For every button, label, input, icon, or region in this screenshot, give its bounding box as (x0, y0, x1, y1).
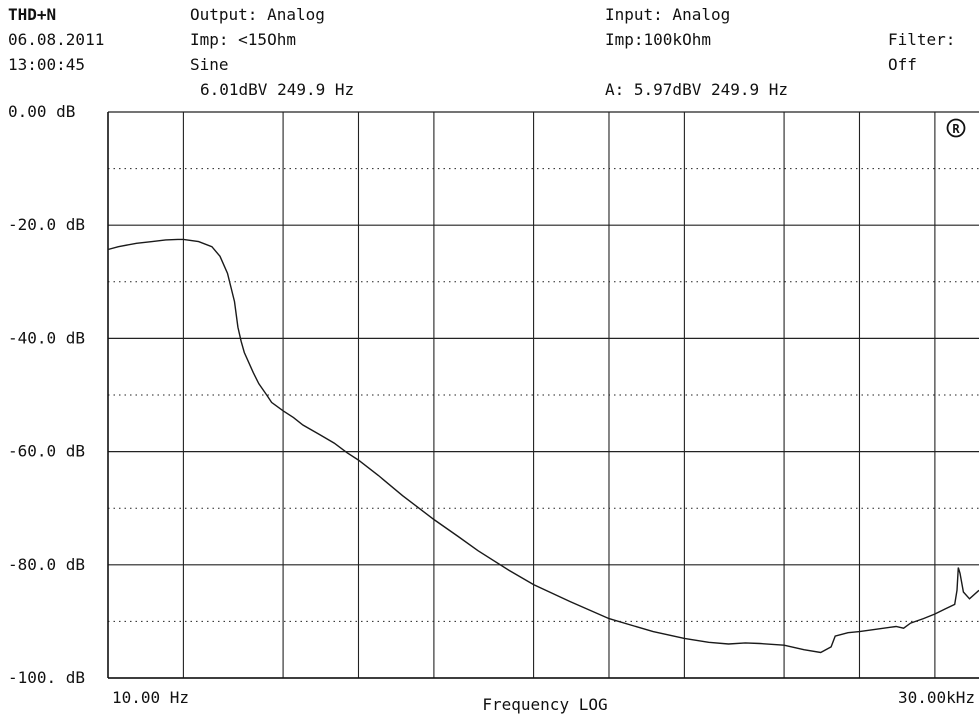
registered-mark-letter: R (952, 122, 960, 136)
input-impedance: Imp:100kOhm (605, 30, 711, 49)
y-tick-label: 0.00 dB (8, 102, 75, 121)
input-reading: A: 5.97dBV 249.9 Hz (605, 80, 789, 99)
y-tick-label: -80.0 dB (8, 555, 85, 574)
input-label: Input: Analog (605, 5, 731, 24)
y-tick-label: -100. dB (8, 668, 85, 687)
date: 06.08.2011 (8, 30, 105, 49)
x-tick-label: 10.00 Hz (112, 688, 189, 707)
output-level: 6.01dBV 249.9 Hz (200, 80, 355, 99)
x-tick-label: 30.00kHz (898, 688, 975, 707)
waveform: Sine (190, 55, 229, 74)
registered-mark-icon: R (946, 118, 966, 138)
filter-label: Filter: (888, 30, 956, 49)
y-tick-label: -60.0 dB (8, 442, 85, 461)
x-axis-label: Frequency LOG (482, 695, 607, 714)
thd-n-curve (107, 238, 979, 654)
output-impedance: Imp: <15Ohm (190, 30, 296, 49)
y-tick-label: -40.0 dB (8, 328, 85, 347)
output-label: Output: Analog (190, 5, 325, 24)
time: 13:00:45 (8, 55, 86, 74)
y-tick-label: -20.0 dB (8, 215, 85, 234)
mode-label: THD+N (8, 5, 57, 24)
filter-value: Off (888, 55, 917, 74)
